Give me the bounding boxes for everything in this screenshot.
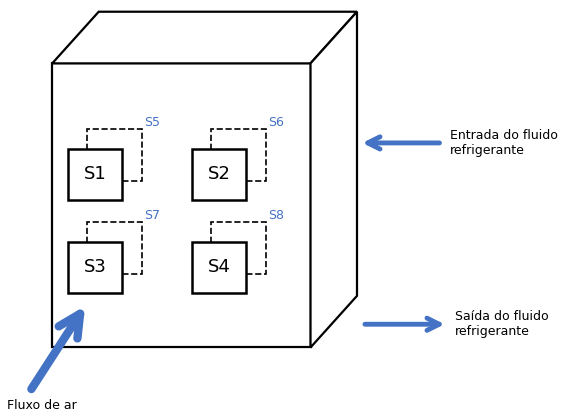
Text: Fluxo de ar: Fluxo de ar [7, 399, 77, 412]
Text: Saída do fluido
refrigerante: Saída do fluido refrigerante [455, 310, 549, 338]
Polygon shape [311, 12, 357, 347]
Text: S6: S6 [268, 116, 284, 129]
Polygon shape [192, 241, 246, 293]
Polygon shape [67, 148, 122, 200]
Text: S4: S4 [208, 259, 230, 276]
Text: S1: S1 [83, 166, 106, 183]
Text: Entrada do fluido
refrigerante: Entrada do fluido refrigerante [450, 129, 558, 157]
Polygon shape [52, 12, 357, 63]
Text: S2: S2 [208, 166, 230, 183]
Polygon shape [67, 241, 122, 293]
Polygon shape [192, 148, 246, 200]
Text: S3: S3 [83, 259, 106, 276]
Text: S7: S7 [143, 209, 160, 222]
Text: S5: S5 [143, 116, 160, 129]
Text: S8: S8 [268, 209, 284, 222]
Polygon shape [52, 63, 311, 347]
